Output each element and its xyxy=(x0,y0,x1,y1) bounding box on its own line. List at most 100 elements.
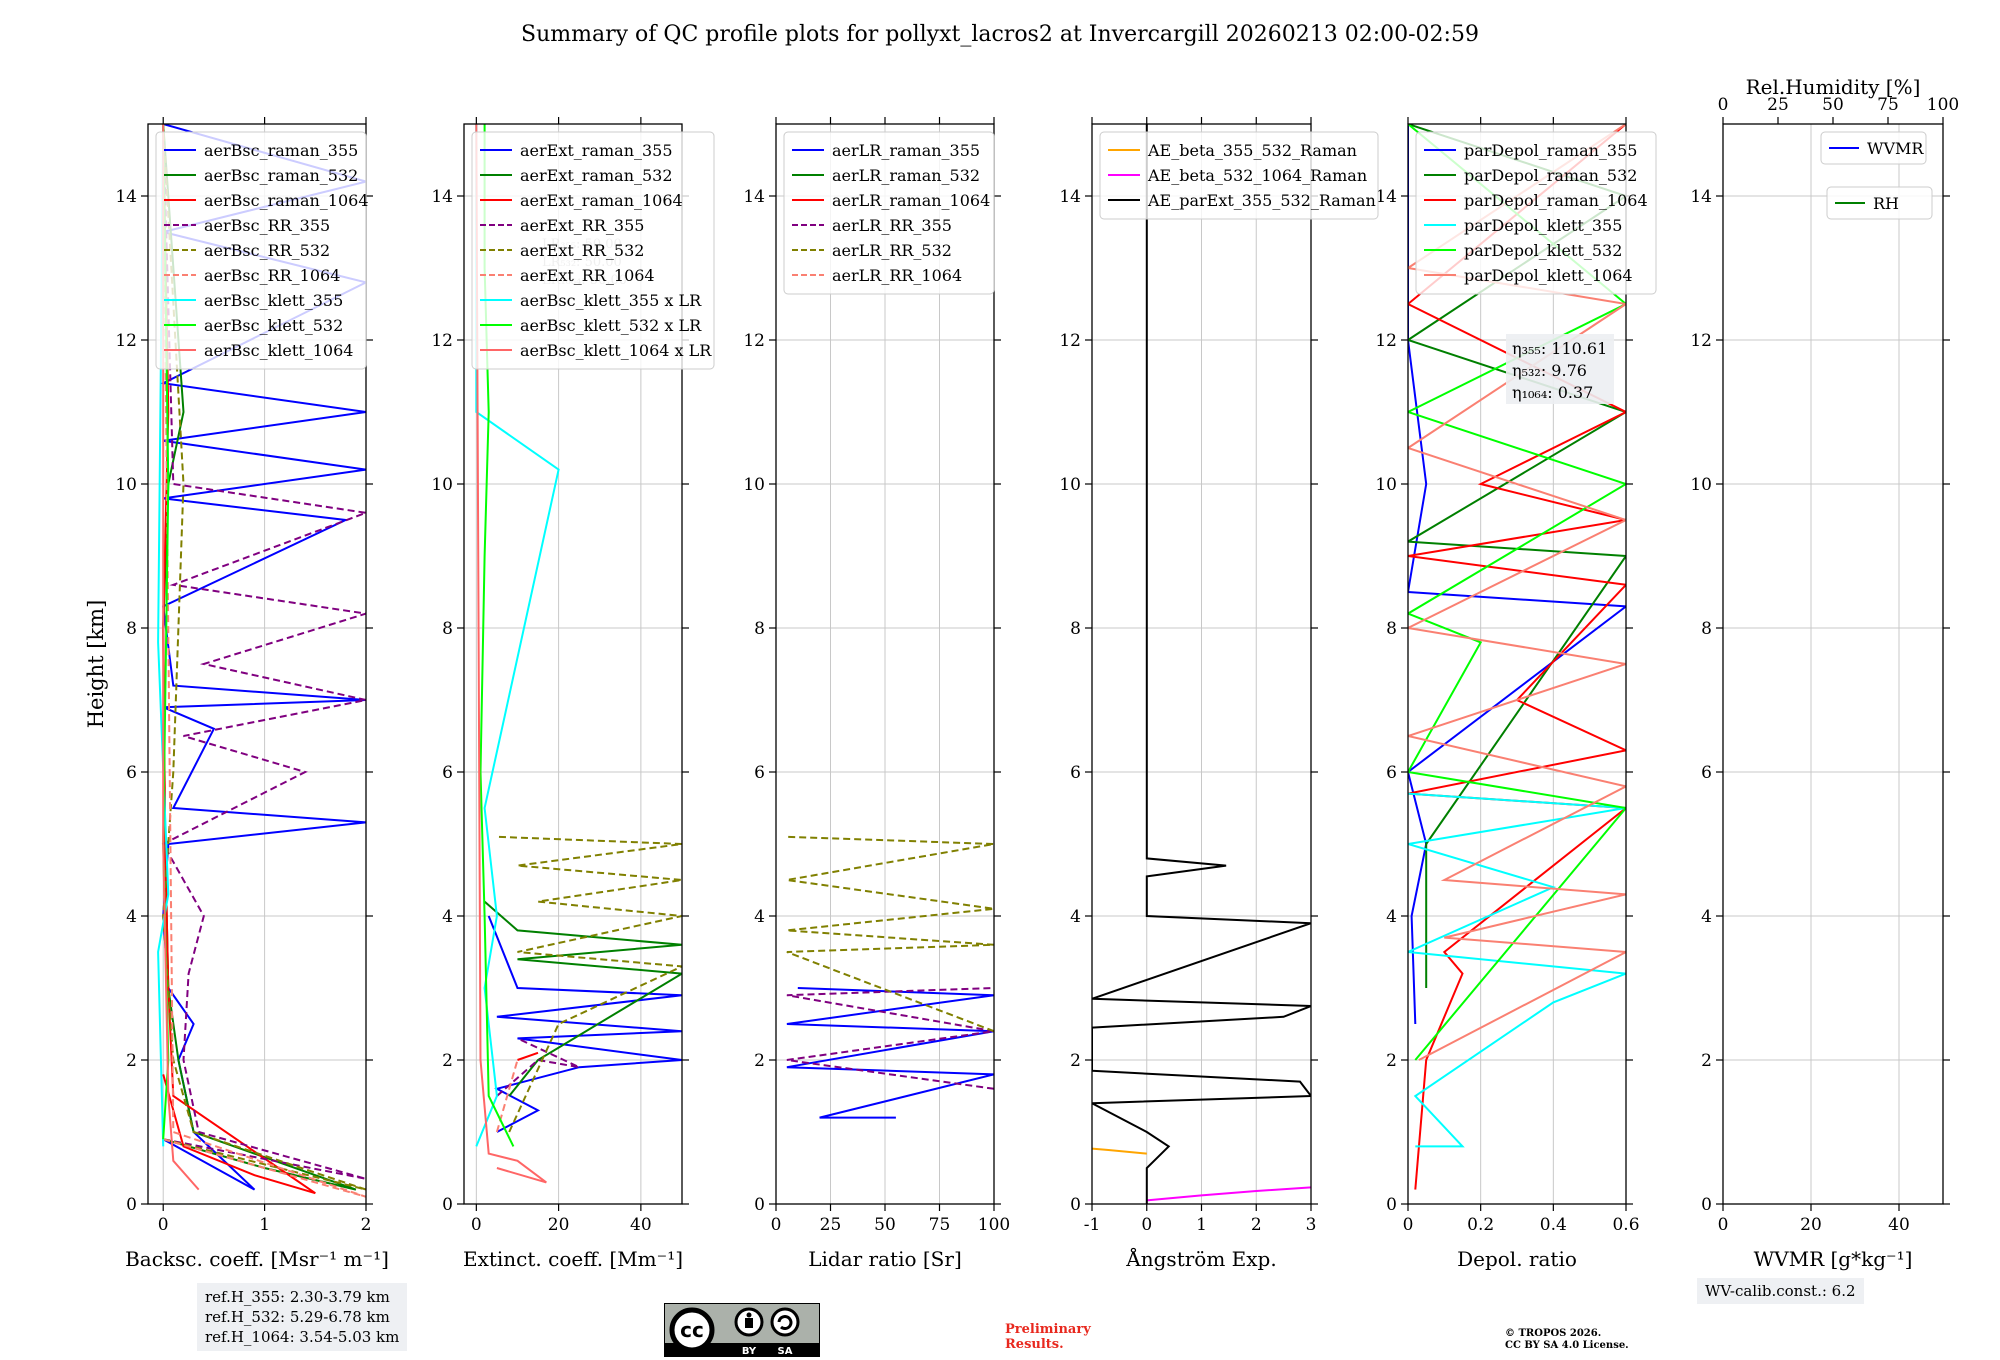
ref-height-1064: ref.H_1064: 3.54-5.03 km xyxy=(205,1328,400,1346)
y-tick-label: 0 xyxy=(1070,1195,1081,1215)
series-line-aerbsc-rr-1064 xyxy=(162,124,366,1198)
y-tick-label: 0 xyxy=(754,1195,765,1215)
legend-label: aerLR_raman_532 xyxy=(832,166,980,185)
y-tick-label: 10 xyxy=(1690,475,1712,495)
x-tick-label: 3 xyxy=(1306,1215,1317,1235)
series-line-pardepol-raman-355 xyxy=(1408,124,1626,1025)
legend-label: aerExt_raman_532 xyxy=(520,166,673,185)
y-tick-label: 6 xyxy=(1070,763,1081,783)
eta-annotation: η₃₅₅: 110.61 xyxy=(1512,339,1607,358)
license-sa-label: SA xyxy=(778,1346,793,1357)
y-tick-label: 4 xyxy=(442,907,453,927)
y-tick-label: 4 xyxy=(754,907,765,927)
figure-title: Summary of QC profile plots for pollyxt_… xyxy=(521,22,1479,47)
legend-label: parDepol_raman_532 xyxy=(1464,166,1637,185)
y-tick-label: 12 xyxy=(1059,331,1081,351)
x-tick-label: 0.6 xyxy=(1612,1215,1639,1235)
x2-tick-label: 50 xyxy=(1822,95,1844,115)
series-line-aerext-raman-532 xyxy=(483,900,682,1097)
legend-label: parDepol_klett_355 xyxy=(1464,216,1622,235)
legend-label: aerBsc_raman_532 xyxy=(204,166,358,185)
ref-height-532: ref.H_532: 5.29-6.78 km xyxy=(205,1308,390,1326)
y-tick-label: 12 xyxy=(115,331,137,351)
legend-label: parDepol_klett_532 xyxy=(1464,241,1622,260)
legend-label: AE_parExt_355_532_Raman xyxy=(1147,191,1376,210)
x-tick-label: 1 xyxy=(1196,1215,1207,1235)
x-tick-label: 0 xyxy=(1718,1215,1729,1235)
x2-tick-label: 75 xyxy=(1877,95,1899,115)
y-tick-label: 14 xyxy=(1375,187,1397,207)
x-tick-label: 20 xyxy=(1800,1215,1822,1235)
eta-annotation: η₅₃₂: 9.76 xyxy=(1512,361,1587,380)
legend-box xyxy=(1820,131,1927,165)
x-axis-label: Depol. ratio xyxy=(1457,1247,1577,1271)
y-tick-label: 2 xyxy=(1386,1051,1397,1071)
y-tick-label: 10 xyxy=(743,475,765,495)
series-line-ae-parext-355-532-raman xyxy=(1092,124,1311,1204)
x-tick-label: 40 xyxy=(1888,1215,1910,1235)
legend-label: aerExt_raman_1064 xyxy=(520,191,683,210)
y-tick-label: 0 xyxy=(442,1195,453,1215)
series-line-aerbsc-klett-355 xyxy=(157,124,170,1147)
panel-frame xyxy=(1722,123,1944,1205)
y-tick-label: 4 xyxy=(1386,907,1397,927)
series-line-aerext-rr-355 xyxy=(496,1037,580,1097)
x-axis-label: WVMR [g*kg⁻¹] xyxy=(1754,1247,1913,1271)
y-tick-label: 8 xyxy=(126,619,137,639)
legend-label: AE_beta_532_1064_Raman xyxy=(1147,166,1367,185)
legend-label: aerExt_raman_355 xyxy=(520,141,673,160)
eta-annotation: η₁₀₆₄: 0.37 xyxy=(1512,383,1593,402)
x-tick-label: 0 xyxy=(158,1215,169,1235)
legend-box xyxy=(471,131,715,370)
x2-axis-label: Rel.Humidity [%] xyxy=(1746,75,1921,99)
y-tick-label: 8 xyxy=(754,619,765,639)
legend-label: WVMR xyxy=(1867,139,1924,158)
x2-tick-label: 0 xyxy=(1718,95,1729,115)
legend-label: aerBsc_klett_532 x LR xyxy=(520,316,702,335)
y-tick-label: 10 xyxy=(431,475,453,495)
series-line-aerbsc-raman-1064 xyxy=(162,124,316,1195)
y-tick-label: 14 xyxy=(431,187,453,207)
y-tick-label: 2 xyxy=(442,1051,453,1071)
series-line-pardepol-klett-1064 xyxy=(1408,124,1626,1061)
y-tick-label: 2 xyxy=(1070,1051,1081,1071)
y-tick-label: 8 xyxy=(442,619,453,639)
y-tick-label: 12 xyxy=(743,331,765,351)
y-tick-label: 0 xyxy=(1386,1195,1397,1215)
legend-label: parDepol_raman_1064 xyxy=(1464,191,1648,210)
series-line-aerext-raman-1064 xyxy=(517,1051,539,1061)
x-tick-label: 100 xyxy=(978,1215,1010,1235)
y-tick-label: 8 xyxy=(1701,619,1712,639)
svg-text:cc: cc xyxy=(680,1318,704,1342)
license-by-label: BY xyxy=(742,1346,757,1357)
y-tick-label: 6 xyxy=(754,763,765,783)
legend-box xyxy=(1415,131,1657,295)
y-tick-label: 12 xyxy=(1690,331,1712,351)
x-tick-label: 2 xyxy=(361,1215,372,1235)
ref-height-355: ref.H_355: 2.30-3.79 km xyxy=(205,1288,390,1306)
legend-layer: aerBsc_raman_355 aerBsc_raman_532 aerBsc_r… xyxy=(155,131,1933,404)
x2-tick-label: 25 xyxy=(1767,95,1789,115)
y-tick-label: 2 xyxy=(126,1051,137,1071)
legend-label: aerLR_raman_1064 xyxy=(832,191,990,210)
x-tick-label: 25 xyxy=(820,1215,842,1235)
legend-label: aerExt_RR_532 xyxy=(520,241,644,260)
series-line-aerbsc-rr-355 xyxy=(161,124,366,1180)
legend-label: AE_beta_355_532_Raman xyxy=(1147,141,1357,160)
legend-box xyxy=(783,131,995,295)
legend-label: aerBsc_klett_1064 x LR xyxy=(520,341,712,360)
legend-label: aerBsc_klett_355 xyxy=(204,291,343,310)
reference-height-box: ref.H_355: 2.30-3.79 km ref.H_532: 5.29-… xyxy=(197,1283,408,1351)
y-tick-label: 14 xyxy=(1690,187,1712,207)
copyright-line-2: CC BY SA 4.0 License. xyxy=(1505,1340,1629,1351)
legend-label: aerBsc_RR_1064 xyxy=(204,266,340,285)
x2-tick-label: 100 xyxy=(1927,95,1959,115)
y-tick-label: 6 xyxy=(442,763,453,783)
y-tick-label: 14 xyxy=(743,187,765,207)
y-axis-label: Height [km] xyxy=(84,600,108,729)
x-tick-label: 0 xyxy=(471,1215,482,1235)
y-tick-label: 14 xyxy=(1059,187,1081,207)
series-line-pardepol-klett-355 xyxy=(1408,792,1626,1148)
x-axis-label: Backsc. coeff. [Msr⁻¹ m⁻¹] xyxy=(125,1247,389,1271)
